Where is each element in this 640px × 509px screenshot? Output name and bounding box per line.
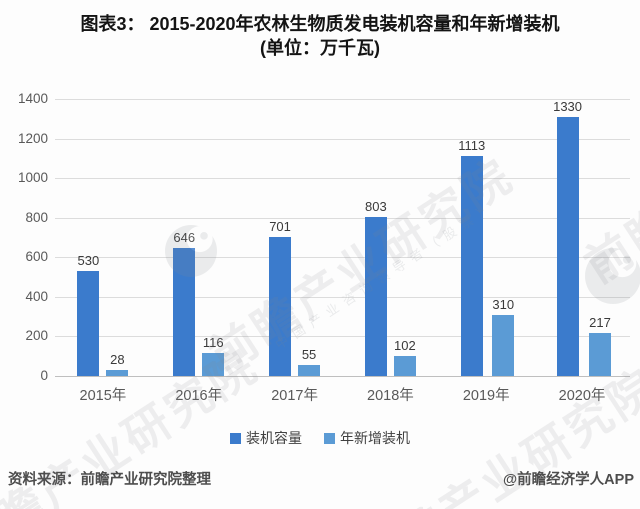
y-axis-tick-label: 600 [25, 249, 48, 265]
bar-wrap: 116 [202, 99, 225, 376]
footer: 资料来源：前瞻产业研究院整理 @前瞻经济学人APP [0, 468, 640, 492]
new-install-bar [202, 353, 225, 376]
new-install-bar [492, 314, 515, 376]
x-axis-label: 2015年 [79, 388, 127, 404]
bar-value-label: 102 [394, 337, 416, 353]
x-axis-label: 2016年 [175, 388, 223, 404]
gridline [55, 336, 630, 338]
bar-wrap: 646 [173, 99, 196, 376]
capacity-bar [460, 155, 483, 376]
gridline [55, 138, 630, 140]
legend-swatch-icon [324, 432, 335, 444]
bar-value-label: 217 [589, 315, 611, 331]
bar-value-label: 55 [301, 347, 317, 363]
new-install-bar [589, 333, 612, 376]
bar-wrap: 55 [298, 99, 321, 376]
bar-groups: 530 28 646 116 701 55 803 102 1113 310 1330 217 [55, 99, 630, 376]
bar-value-label: 116 [202, 335, 224, 351]
bar-wrap: 217 [589, 99, 612, 376]
chart-title-line1: 图表3： 2015-2020年农林生物质发电装机容量和年新增装机 [80, 14, 560, 34]
x-axis: 2015年 2016年 2017年 2018年 2019年 2020年 [55, 384, 630, 405]
gridline [55, 99, 630, 100]
gridline [55, 217, 630, 219]
bar-value-label: 701 [269, 219, 291, 235]
bar-wrap: 530 [77, 99, 100, 376]
capacity-bar [269, 237, 292, 376]
bar-value-label: 1330 [553, 99, 583, 114]
bar-wrap: 28 [106, 99, 129, 376]
bar-group: 803 102 [342, 99, 438, 376]
source-text: 资料来源：前瞻产业研究院整理 [8, 472, 211, 488]
new-install-bar [106, 370, 129, 376]
bar-group: 1113 310 [438, 99, 534, 376]
bar-value-label: 1113 [458, 137, 486, 153]
y-axis-tick-label: 200 [25, 328, 48, 344]
bar-group: 530 28 [55, 99, 151, 376]
y-axis-tick-label: 1400 [17, 91, 48, 106]
capacity-bar [364, 217, 387, 376]
bar-value-label: 530 [77, 253, 100, 269]
x-axis-label: 2020年 [558, 388, 606, 404]
bar-group: 701 55 [247, 99, 343, 376]
bar-value-label: 803 [365, 199, 387, 215]
chart-title-line2: (单位：万千瓦) [260, 38, 380, 58]
gridline [55, 296, 630, 298]
legend-swatch-icon [230, 432, 241, 444]
bar-wrap: 701 [269, 99, 292, 376]
chart-title: 图表3： 2015-2020年农林生物质发电装机容量和年新增装机 (单位：万千瓦… [0, 12, 640, 60]
capacity-bar [556, 117, 579, 376]
bar-group: 1330 217 [534, 99, 630, 376]
legend: 装机容量 年新增装机 [0, 428, 640, 448]
y-axis-tick-label: 1200 [17, 130, 48, 146]
gridline [55, 178, 630, 180]
gridline [55, 257, 630, 259]
new-install-bar [298, 365, 321, 376]
bar-value-label: 646 [173, 230, 196, 246]
gridline [55, 376, 630, 377]
x-axis-label: 2018年 [367, 388, 414, 404]
bar-wrap: 102 [393, 99, 416, 376]
capacity-bar [77, 271, 100, 376]
bar-wrap: 803 [364, 99, 387, 376]
legend-label: 装机容量 [246, 430, 302, 446]
y-axis-tick-label: 1000 [17, 170, 48, 186]
bar-wrap: 310 [492, 99, 515, 376]
bar-group: 646 116 [151, 99, 247, 376]
capacity-bar [173, 248, 196, 376]
y-axis-tick-label: 0 [40, 368, 48, 383]
legend-item: 年新增装机 [324, 428, 410, 448]
plot-area: 530 28 646 116 701 55 803 102 1113 310 1330 217 [55, 99, 630, 377]
x-axis-label: 2017年 [271, 388, 318, 404]
bar-value-label: 28 [110, 352, 125, 368]
legend-item: 装机容量 [230, 428, 302, 448]
y-axis-tick-label: 800 [25, 209, 48, 225]
new-install-bar [393, 355, 416, 376]
bar-chart: 530 28 646 116 701 55 803 102 1113 310 1330 217 201… [0, 58, 640, 509]
legend-label: 年新增装机 [340, 430, 410, 446]
bar-wrap: 1113 [458, 99, 485, 376]
credit-text: @前瞻经济学人APP [503, 472, 634, 488]
bar-value-label: 310 [492, 296, 515, 312]
y-axis-tick-label: 400 [25, 288, 48, 304]
bar-wrap: 1330 [553, 99, 582, 376]
x-axis-label: 2019年 [462, 388, 510, 404]
